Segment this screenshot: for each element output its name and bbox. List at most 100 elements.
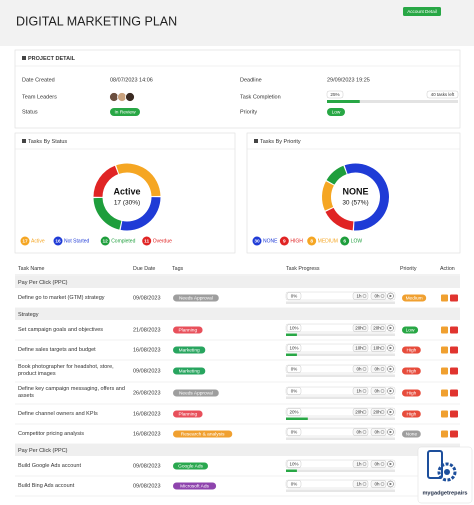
edit-button[interactable]: [441, 326, 448, 334]
progress-bar: [327, 100, 360, 103]
delete-button[interactable]: [450, 430, 458, 438]
priority-badge-bg: [327, 108, 345, 116]
legend-label: LOW: [351, 239, 363, 245]
edit-button[interactable]: [441, 430, 448, 438]
progress-label: 0%: [291, 481, 298, 486]
edit-button[interactable]: [441, 294, 448, 302]
progress-label: 10%: [289, 325, 298, 330]
progress-bar: [286, 469, 297, 472]
delete-button[interactable]: [450, 410, 458, 418]
legend-count: 11: [144, 239, 149, 245]
progress-label-bg: [286, 344, 302, 352]
center-label: Active: [113, 186, 140, 196]
edit-button[interactable]: [441, 389, 448, 397]
delete-button[interactable]: [450, 326, 458, 334]
task-name-box: Build Bing Ads account: [18, 483, 74, 489]
header-bg: [0, 0, 474, 46]
gear-hub: [444, 469, 450, 475]
play-icon: [389, 462, 392, 466]
account-button-bg: [403, 7, 441, 16]
progress-label-bg: [286, 324, 302, 332]
priority-badge-bg: [402, 389, 421, 397]
priority-badge-bg: [402, 410, 421, 418]
watermark-text: mygadgetrepairs: [422, 490, 467, 496]
center-value: 17 (30%): [114, 200, 140, 207]
task-name-box: Define key campaign messaging, offers an…: [18, 386, 125, 399]
progress-track: [327, 100, 458, 103]
play-icon: [389, 389, 392, 393]
edit-button[interactable]: [441, 410, 448, 418]
progress-label-bg: [286, 480, 302, 488]
tasks-left: 40 tasks left: [431, 92, 455, 97]
task-name: Define channel owners and KPIs: [18, 410, 98, 417]
due-date: 16/08/2023: [133, 411, 161, 417]
task-name: Define sales targets and budget: [18, 346, 96, 353]
priority-badge: None: [406, 432, 418, 438]
progress-label-bg: [286, 365, 302, 373]
legend-marker: [100, 236, 110, 246]
clock-icon: [362, 326, 367, 330]
due-date: 21/08/2023: [133, 327, 161, 333]
clock-icon: [380, 326, 385, 330]
progress-track: [286, 353, 395, 356]
group-row: [15, 276, 460, 288]
column-header: Due Date: [133, 266, 155, 272]
edit-button[interactable]: [441, 346, 448, 354]
time-value: 10h: [355, 345, 363, 350]
card-title: PROJECT DETAIL: [28, 56, 76, 62]
center-value: 30 (57%): [342, 200, 368, 207]
play-icon: [389, 430, 392, 434]
time-value: 0h: [374, 388, 380, 393]
delete-button[interactable]: [450, 367, 458, 375]
clock-icon: [380, 410, 385, 414]
task-name: Book photographer for headshot, store, p…: [18, 364, 114, 377]
legend-count: 17: [22, 239, 28, 245]
clock-icon: [380, 430, 385, 434]
priority-badge-bg: [402, 367, 421, 375]
clock-icon: [362, 294, 367, 298]
progress-bar: [286, 417, 308, 420]
card-title: Tasks By Status: [28, 139, 67, 145]
task-name: Define key campaign messaging, offers an…: [18, 386, 125, 399]
time-value: 0h: [374, 429, 380, 434]
progress-track: [286, 396, 395, 399]
priority-badge-bg: [402, 430, 421, 438]
clock-icon: [362, 482, 367, 486]
account-button[interactable]: Account Detail: [407, 9, 437, 14]
progress-track: [286, 417, 395, 420]
donut-slice: [116, 163, 161, 197]
progress-track: [286, 469, 395, 472]
progress-label: 10%: [289, 461, 298, 466]
progress-track: [286, 437, 395, 440]
task-name: Define go to market (GTM) strategy: [18, 294, 105, 301]
clock-icon: [380, 462, 385, 466]
progress-label: 20%: [289, 409, 298, 414]
tag: Microsoft Ads: [180, 484, 209, 490]
legend-count: 8: [310, 239, 313, 245]
priority-badge: Low: [406, 328, 415, 334]
delete-button[interactable]: [450, 294, 458, 302]
progress-track: [286, 489, 395, 492]
project-card: [14, 49, 461, 129]
edit-button[interactable]: [441, 367, 448, 375]
clock-icon: [362, 367, 367, 371]
legend-label: Overdue: [153, 239, 172, 245]
clock-icon: [380, 482, 385, 486]
legend-marker: [142, 236, 152, 246]
time-value: 20h: [373, 325, 381, 330]
delete-button[interactable]: [450, 389, 458, 397]
donut-slice: [344, 163, 389, 231]
tag-bg: [173, 430, 233, 438]
time-value: 1h: [356, 461, 362, 466]
due-date: 26/08/2023: [133, 390, 161, 396]
time-value: 20h: [355, 409, 363, 414]
delete-button[interactable]: [450, 346, 458, 354]
group-name: Pay Per Click (PPC): [18, 280, 68, 286]
status-badge-bg: [110, 108, 140, 116]
clock-icon: [380, 367, 385, 371]
priority-badge: High: [406, 391, 416, 397]
clock-icon: [362, 410, 367, 414]
legend-label: HIGH: [290, 239, 303, 245]
